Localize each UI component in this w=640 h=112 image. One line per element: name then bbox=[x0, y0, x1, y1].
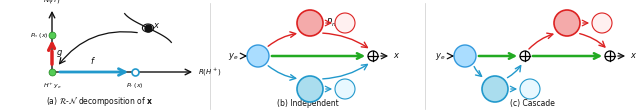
Circle shape bbox=[592, 13, 612, 33]
Text: $R(H^+)$: $R(H^+)$ bbox=[198, 66, 221, 78]
Circle shape bbox=[297, 10, 323, 36]
Text: $y_e$: $y_e$ bbox=[228, 51, 239, 61]
Text: $N(H)$: $N(H)$ bbox=[44, 0, 61, 5]
Text: $\mathcal{F}$: $\mathcal{F}$ bbox=[305, 83, 316, 96]
Text: $H^+$: $H^+$ bbox=[458, 50, 472, 62]
Text: $y_e$: $y_e$ bbox=[435, 51, 445, 61]
Circle shape bbox=[520, 51, 530, 61]
Text: $P_n$ $(x)$: $P_n$ $(x)$ bbox=[30, 30, 49, 40]
Circle shape bbox=[297, 76, 323, 102]
Circle shape bbox=[368, 51, 378, 61]
Text: (c) Cascade: (c) Cascade bbox=[510, 99, 555, 108]
Circle shape bbox=[454, 45, 476, 67]
Text: $x$: $x$ bbox=[393, 52, 400, 60]
Text: (a) $\mathcal{R}$-$\mathcal{N}$ decomposition of $\mathbf{x}$: (a) $\mathcal{R}$-$\mathcal{N}$ decompos… bbox=[47, 95, 154, 108]
Circle shape bbox=[482, 76, 508, 102]
Text: $f$: $f$ bbox=[90, 55, 97, 66]
Text: $P_r$: $P_r$ bbox=[526, 84, 534, 94]
Text: $P_r$ $(x)$: $P_r$ $(x)$ bbox=[126, 81, 144, 90]
Text: $P_n$: $P_n$ bbox=[326, 17, 337, 29]
Circle shape bbox=[554, 10, 580, 36]
Text: $P_n$: $P_n$ bbox=[598, 18, 607, 28]
Text: $P_r$: $P_r$ bbox=[340, 84, 349, 94]
Text: $H^+$: $H^+$ bbox=[252, 50, 265, 62]
Circle shape bbox=[520, 79, 540, 99]
Circle shape bbox=[247, 45, 269, 67]
Text: (b) Independent: (b) Independent bbox=[277, 99, 339, 108]
Circle shape bbox=[335, 13, 355, 33]
Text: $x$: $x$ bbox=[153, 22, 160, 30]
Text: $x$: $x$ bbox=[630, 52, 637, 60]
Text: $g$: $g$ bbox=[56, 48, 63, 59]
Text: $\mathcal{G}$: $\mathcal{G}$ bbox=[563, 16, 572, 30]
Text: $H^+y_e$: $H^+y_e$ bbox=[43, 81, 61, 91]
Text: $P_n$: $P_n$ bbox=[340, 18, 349, 28]
Text: $\mathcal{G}$: $\mathcal{G}$ bbox=[305, 16, 315, 30]
Text: $\mathcal{F}$: $\mathcal{F}$ bbox=[490, 83, 500, 96]
Circle shape bbox=[605, 51, 615, 61]
Circle shape bbox=[335, 79, 355, 99]
